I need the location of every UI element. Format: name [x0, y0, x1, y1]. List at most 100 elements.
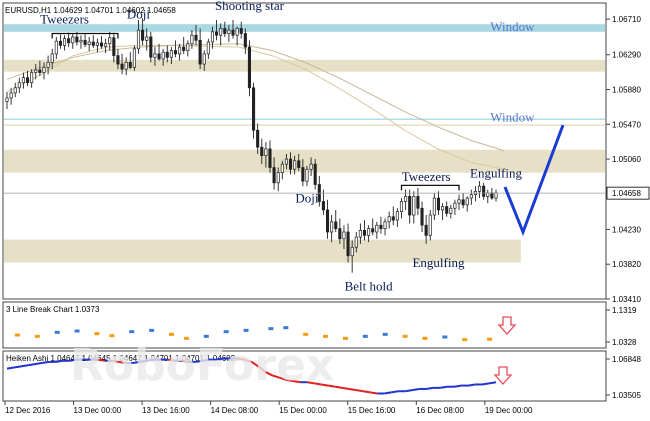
heiken-ashi-segment	[272, 374, 280, 379]
line-break-block	[243, 328, 249, 332]
line-break-block	[34, 334, 40, 338]
heiken-ashi-segment	[237, 357, 245, 361]
candle-body	[362, 229, 367, 236]
heiken-ashi-segment	[55, 359, 64, 363]
candle-body	[95, 42, 99, 46]
candle-body	[5, 97, 9, 102]
candle-body	[54, 40, 58, 55]
heiken-ashi-segment	[244, 358, 252, 363]
y-tick-label: 1.03410	[612, 295, 641, 304]
candle-body	[482, 185, 486, 197]
line-break-block	[223, 330, 229, 334]
candle-body	[346, 231, 350, 257]
heiken-ashi-segment	[335, 385, 343, 389]
candle-body	[169, 50, 173, 58]
candle-body	[313, 163, 317, 185]
candle-body	[9, 92, 13, 99]
heiken-ashi-segment	[439, 385, 448, 389]
heiken-ashi-segment	[293, 380, 301, 384]
tweezers-bracket	[51, 32, 119, 39]
candle-body	[91, 41, 95, 46]
x-tick-label: 12 Dec 2016	[5, 406, 51, 415]
candle-body	[297, 160, 301, 168]
candle-body	[334, 221, 338, 229]
candle-body	[132, 48, 136, 68]
candle-body	[461, 199, 465, 206]
heiken-ashi-segment	[97, 358, 105, 362]
candle-body	[375, 224, 379, 233]
heiken-ashi-segment	[202, 358, 210, 362]
line-break-block	[183, 336, 189, 340]
heiken-ashi-segment	[314, 382, 322, 386]
forecast-path	[503, 124, 565, 237]
heiken-ashi-segment	[257, 365, 267, 373]
candle-body	[379, 224, 383, 229]
candle-body	[432, 197, 436, 216]
pattern-label: Shooting star	[215, 0, 285, 13]
candle-body	[25, 77, 30, 84]
x-tick-label: 19 Dec 00:00	[485, 406, 533, 415]
y-tick-label: 1.03505	[612, 391, 641, 400]
heiken-ashi-segment	[27, 363, 36, 367]
candle-body	[445, 206, 449, 214]
candle-body	[153, 53, 157, 58]
line-break-block	[402, 334, 408, 338]
line-break-block	[342, 336, 348, 340]
candle-body	[264, 148, 268, 157]
candle-body	[342, 231, 346, 240]
candle-body	[399, 201, 404, 212]
pattern-label: Engulfing	[412, 255, 464, 270]
candle-body	[436, 197, 441, 211]
candle-body	[412, 196, 416, 216]
heiken-ashi-segment	[111, 359, 119, 363]
y-tick-label: 1.06848	[612, 355, 641, 364]
candle-body	[116, 55, 120, 65]
candle-body	[34, 69, 38, 73]
y-tick-label: 1.1319	[612, 306, 637, 315]
line-break-block	[54, 330, 60, 334]
candle-body	[424, 224, 428, 236]
candle-body	[206, 41, 210, 55]
heiken-ashi-segment	[279, 376, 287, 381]
candle-body	[79, 39, 83, 43]
candle-body	[46, 62, 50, 68]
chart-header: EURUSD,H1 1.04629 1.04701 1.04602 1.0465…	[5, 6, 176, 15]
heiken-ashi-segment	[286, 378, 294, 383]
candle-body	[215, 31, 219, 36]
candle-body	[387, 216, 391, 223]
subchart-title: Heiken Ashi 1.04647 1.04645 1.04647 1.04…	[6, 354, 236, 363]
pattern-label: Tweezers	[402, 169, 451, 184]
candle-body	[325, 209, 330, 233]
y-tick-label: 1.06290	[612, 51, 641, 60]
candle-body	[173, 50, 178, 55]
heiken-ashi-segment	[146, 358, 154, 362]
x-tick-label: 13 Dec 16:00	[142, 406, 190, 415]
heiken-ashi-segment	[391, 390, 399, 394]
candle-body	[13, 87, 17, 94]
candle-body	[293, 160, 297, 170]
heiken-ashi-segment	[13, 365, 22, 369]
candle-body	[223, 28, 227, 34]
candle-body	[83, 39, 87, 45]
moving-average-line	[6, 44, 505, 170]
candle-body	[62, 38, 67, 46]
subchart-title: 3 Line Break Chart 1.0373	[6, 305, 100, 314]
heiken-ashi-segment	[132, 360, 140, 365]
heiken-ashi-segment	[167, 358, 175, 362]
heiken-ashi-segment	[6, 366, 15, 370]
candle-body	[247, 46, 251, 89]
candle-body	[243, 33, 247, 48]
heiken-ashi-segment	[307, 381, 315, 385]
heiken-ashi-segment	[118, 360, 126, 365]
heiken-ashi-segment	[481, 382, 490, 386]
heiken-ashi-segment	[467, 383, 476, 387]
candle-body	[288, 158, 293, 170]
candle-body	[252, 87, 256, 131]
heiken-ashi-segment	[139, 359, 147, 363]
candle-body	[280, 163, 284, 173]
candle-body	[149, 36, 153, 58]
line-break-block	[169, 332, 175, 336]
line-break-block	[109, 334, 115, 338]
line-break-block	[422, 336, 428, 340]
